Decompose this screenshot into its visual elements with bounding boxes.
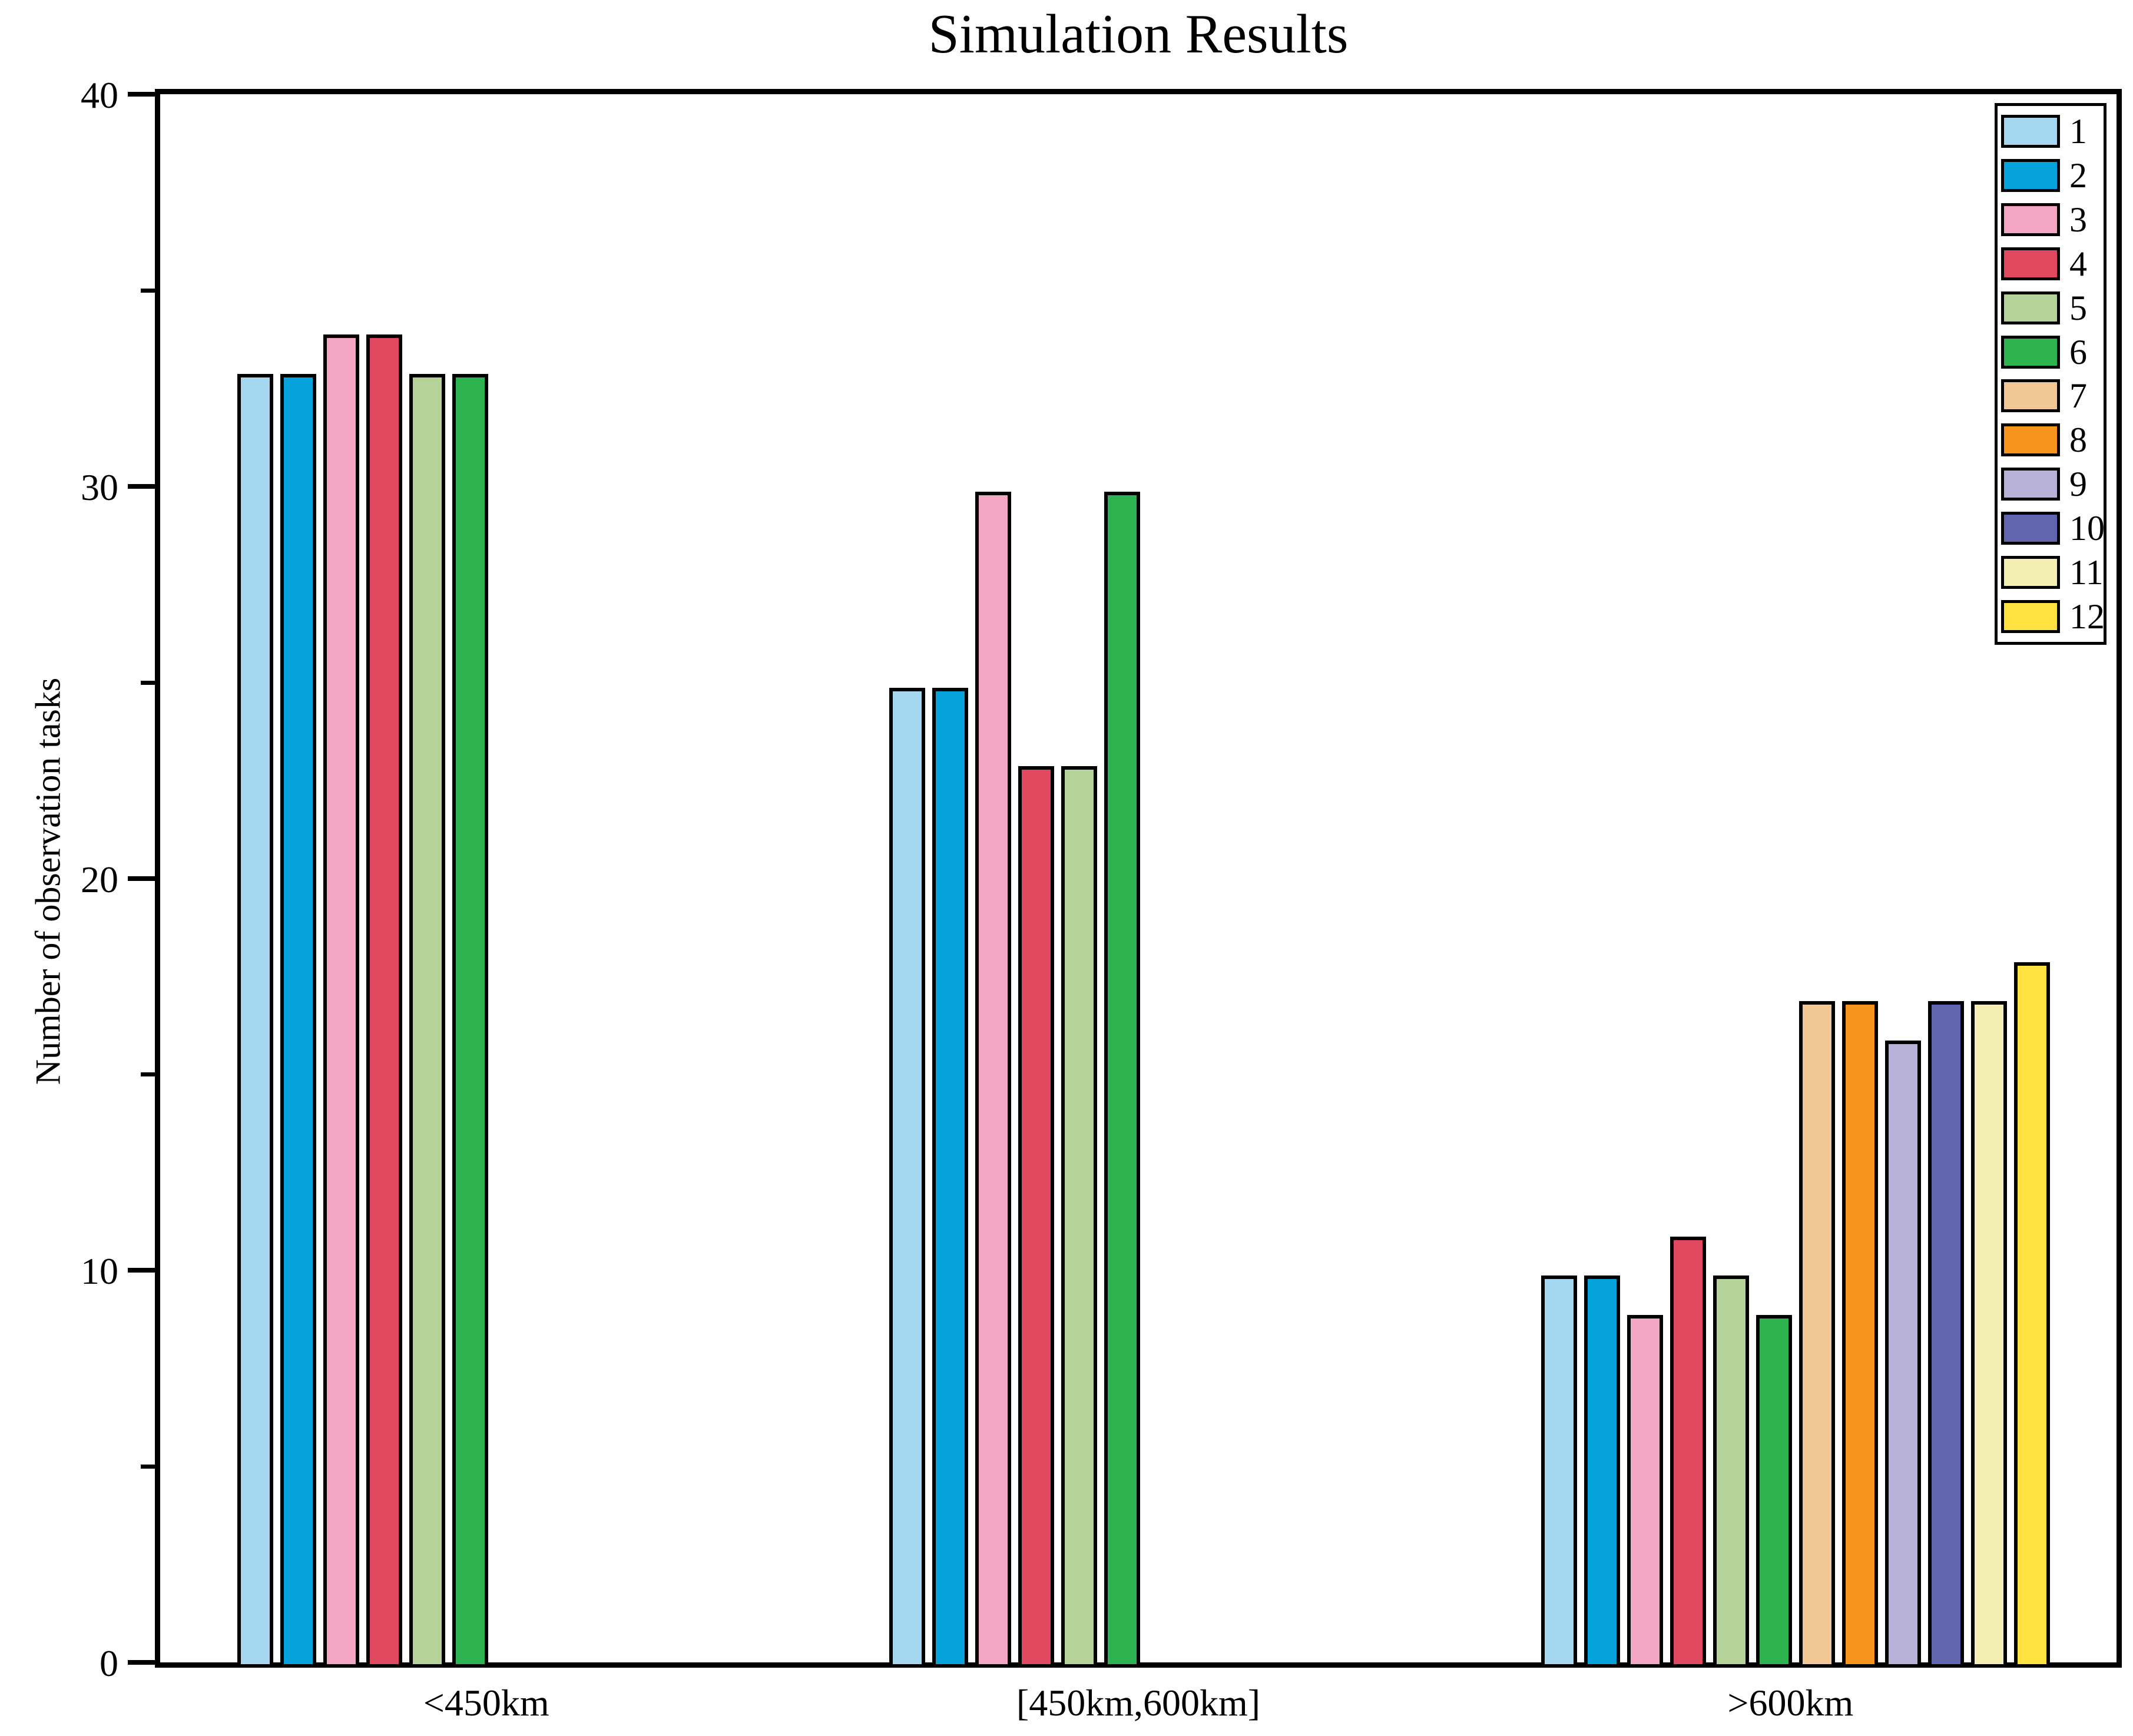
bar-series5-group2 [1061,766,1097,1668]
ytick-minor-35 [141,288,155,293]
bar-series12-group3 [2014,962,2051,1668]
legend-swatch-9 [2001,468,2060,501]
bar-series3-group2 [975,491,1011,1668]
bar-series4-group1 [366,334,402,1668]
bar-series5-group1 [409,374,445,1668]
legend-swatch-4 [2001,247,2060,280]
ytick-major-30 [128,483,155,489]
ytick-label-40: 40 [81,74,118,116]
bar-series3-group1 [323,334,359,1668]
legend-label-3: 3 [2069,200,2087,240]
bar-series2-group3 [1584,1276,1621,1668]
ytick-label-30: 30 [81,466,118,508]
bar-series6-group1 [452,374,488,1668]
legend-swatch-7 [2001,379,2060,413]
xtick-label-group-1: <450km [423,1682,549,1724]
chart-title: Simulation Results [928,4,1349,65]
ytick-major-20 [128,876,155,881]
legend-row-12: 12 [2001,597,2105,636]
legend-row-11: 11 [2001,554,2104,591]
legend-label-7: 7 [2069,376,2087,416]
ytick-major-0 [128,1660,155,1665]
bar-series8-group3 [1842,1001,1879,1668]
legend-row-3: 3 [2001,201,2104,238]
bar-series7-group3 [1799,1001,1836,1668]
legend-swatch-6 [2001,335,2060,369]
plot-area [155,89,2122,1668]
legend-box: 1 2 3 4 5 6 7 8 9 10 11 12 [1995,103,2106,645]
legend-row-7: 7 [2001,377,2104,414]
legend-label-9: 9 [2069,465,2087,504]
bar-series6-group3 [1756,1314,1793,1668]
legend-swatch-5 [2001,291,2060,324]
bar-series2-group2 [932,687,968,1668]
bar-series6-group2 [1104,491,1140,1668]
legend-label-10: 10 [2069,508,2105,548]
ytick-label-0: 0 [100,1642,118,1684]
legend-label-11: 11 [2069,552,2104,592]
legend-swatch-12 [2001,599,2060,633]
legend-row-8: 8 [2001,422,2104,458]
legend-label-5: 5 [2069,288,2087,327]
legend-swatch-3 [2001,203,2060,237]
bar-series5-group3 [1713,1276,1750,1668]
legend-row-5: 5 [2001,290,2104,326]
legend-swatch-1 [2001,115,2060,148]
legend-label-6: 6 [2069,332,2087,372]
legend-label-2: 2 [2069,156,2087,196]
ytick-label-10: 10 [81,1250,118,1293]
bar-series3-group3 [1627,1314,1664,1668]
bar-series4-group3 [1670,1236,1707,1668]
bars-layer [165,100,2122,1668]
legend-swatch-8 [2001,423,2060,457]
ytick-major-10 [128,1268,155,1273]
legend-row-6: 6 [2001,334,2104,370]
bar-series11-group3 [1971,1001,2008,1668]
bar-series1-group3 [1541,1276,1578,1668]
legend-swatch-2 [2001,159,2060,193]
bar-series1-group1 [237,374,273,1668]
bar-series9-group3 [1885,1040,1922,1668]
legend-label-4: 4 [2069,244,2087,283]
legend-row-9: 9 [2001,466,2104,502]
bar-series10-group3 [1928,1001,1965,1668]
ytick-minor-25 [141,680,155,685]
ytick-label-20: 20 [81,858,118,900]
ytick-minor-15 [141,1072,155,1077]
bar-series4-group2 [1018,766,1054,1668]
legend-row-2: 2 [2001,157,2104,194]
legend-swatch-11 [2001,555,2060,589]
legend-label-8: 8 [2069,420,2087,460]
xtick-label-group-2: [450km,600km] [1016,1682,1261,1724]
legend-row-10: 10 [2001,508,2105,548]
legend-label-1: 1 [2069,112,2087,151]
bar-series2-group1 [280,374,316,1668]
bar-series1-group2 [889,687,925,1668]
ytick-major-40 [128,92,155,97]
legend-swatch-10 [2001,511,2060,545]
xtick-label-group-3: >600km [1727,1682,1854,1724]
legend-row-4: 4 [2001,246,2104,282]
legend-row-1: 1 [2001,113,2104,150]
legend-label-12: 12 [2069,597,2105,636]
ytick-minor-5 [141,1465,155,1469]
